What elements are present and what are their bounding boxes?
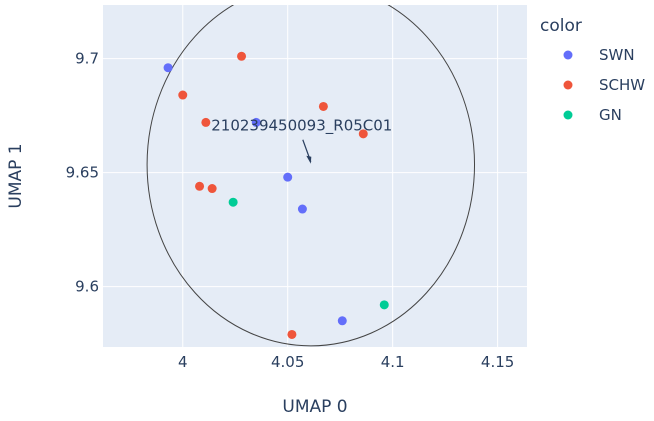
- data-point-schw[interactable]: [237, 51, 247, 61]
- legend-marker-gn[interactable]: [563, 110, 573, 120]
- data-point-swn[interactable]: [251, 117, 261, 127]
- data-point-schw[interactable]: [178, 90, 188, 100]
- annotation-arrow-head: [306, 155, 312, 164]
- data-point-gn[interactable]: [379, 300, 389, 310]
- grid-lines: [103, 5, 527, 347]
- legend-marker-swn[interactable]: [563, 50, 573, 60]
- legend-label-gn[interactable]: GN: [599, 106, 622, 124]
- x-tick-label: 4.1: [381, 353, 405, 371]
- data-point-schw[interactable]: [358, 129, 368, 139]
- data-point-gn[interactable]: [228, 197, 238, 207]
- legend: color SWN SCHW GN: [540, 16, 645, 124]
- x-axis-title: UMAP 0: [282, 397, 347, 417]
- tick-labels: 4 4.05 4.1 4.15 9.6 9.65 9.7: [66, 50, 515, 371]
- y-tick-label: 9.6: [75, 278, 99, 296]
- highlight-circle: [146, 5, 475, 347]
- y-axis-title: UMAP 1: [6, 143, 26, 208]
- y-tick-label: 9.7: [75, 50, 99, 68]
- x-tick-label: 4: [178, 353, 188, 371]
- x-tick-label: 4.15: [481, 353, 514, 371]
- y-tick-label: 9.65: [66, 164, 99, 182]
- data-point-swn[interactable]: [297, 204, 307, 214]
- data-point-swn[interactable]: [283, 172, 293, 182]
- legend-title: color: [540, 16, 582, 36]
- point-layer: [163, 51, 389, 339]
- shape-layer: [146, 5, 475, 347]
- data-point-swn[interactable]: [163, 63, 173, 73]
- annotation-label: 210239450093_R05C01: [211, 117, 392, 136]
- legend-marker-schw[interactable]: [563, 80, 573, 90]
- annotation-layer: 210239450093_R05C01: [211, 117, 392, 164]
- legend-label-swn[interactable]: SWN: [599, 46, 635, 64]
- plot-area: [103, 5, 527, 347]
- data-point-schw[interactable]: [207, 184, 217, 194]
- data-point-schw[interactable]: [287, 329, 297, 339]
- legend-label-schw[interactable]: SCHW: [599, 76, 645, 94]
- data-point-schw[interactable]: [318, 101, 328, 111]
- data-point-swn[interactable]: [337, 316, 347, 326]
- data-point-schw[interactable]: [201, 117, 211, 127]
- data-point-schw[interactable]: [195, 181, 205, 191]
- x-tick-label: 4.05: [271, 353, 304, 371]
